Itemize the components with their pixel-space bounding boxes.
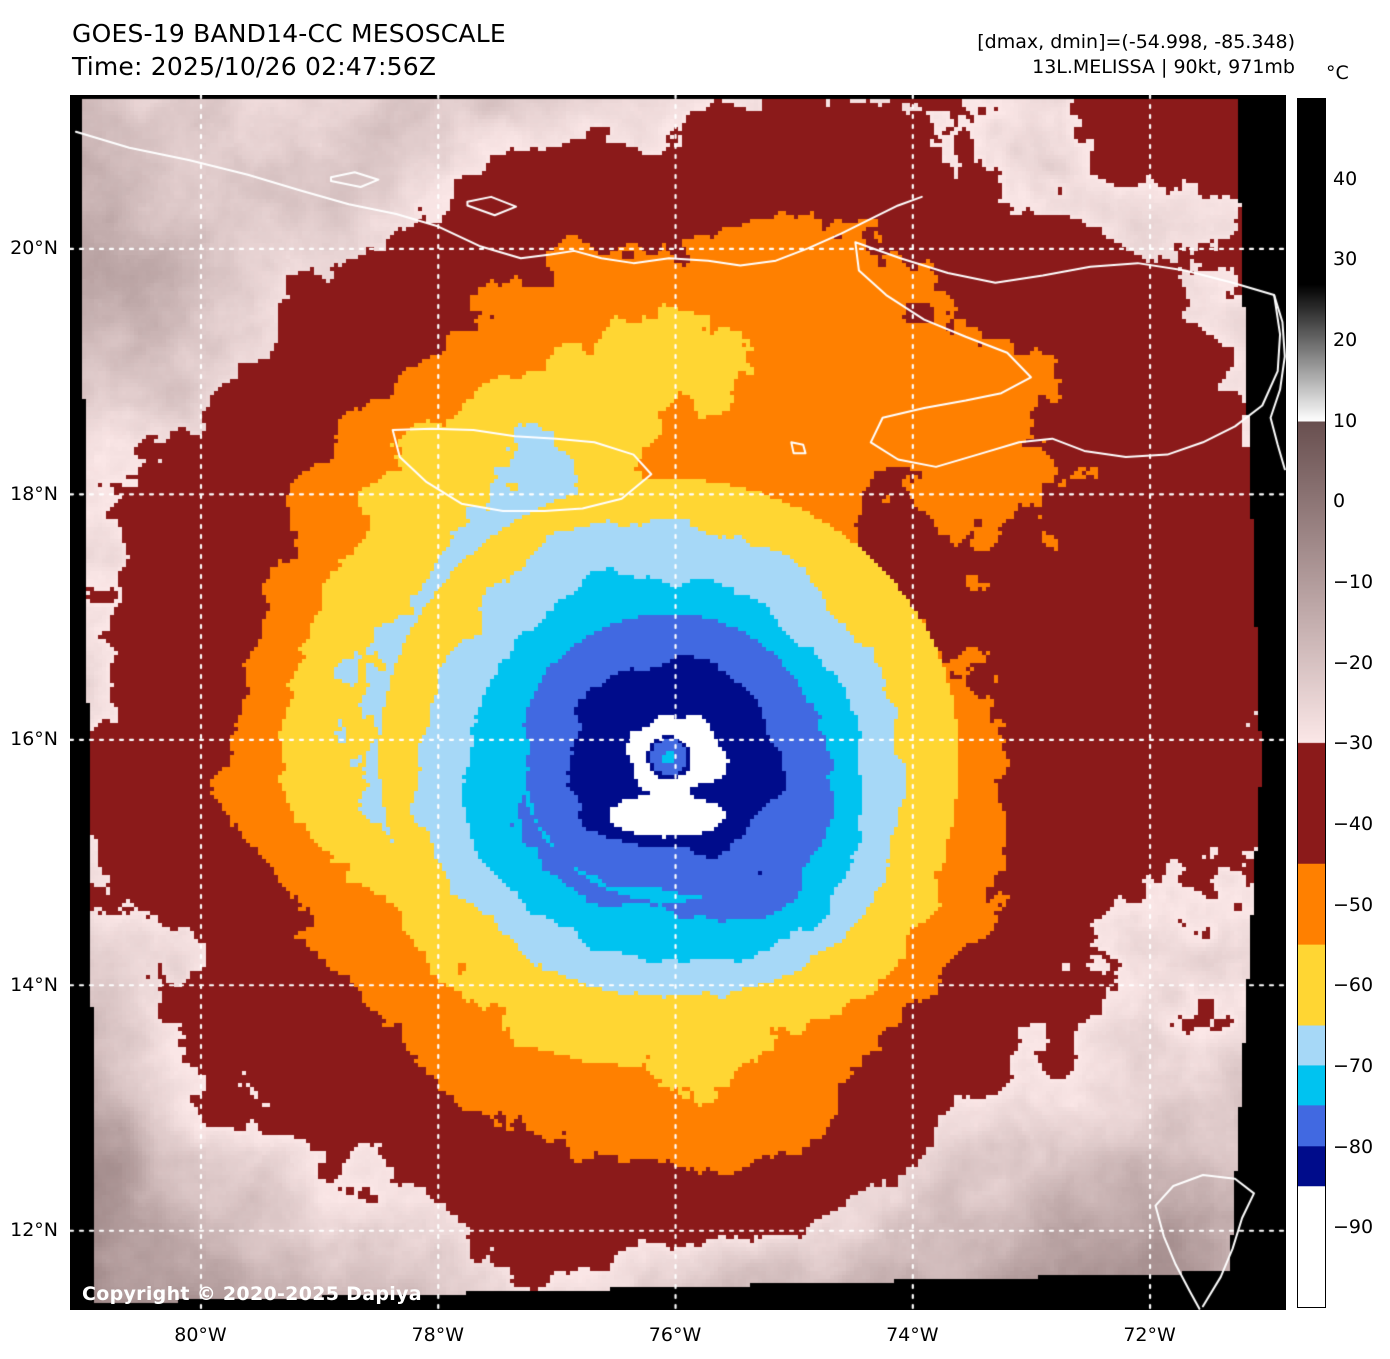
metadata-block: [dmax, dmin]=(-54.998, -85.348) 13L.MELI… (977, 30, 1295, 79)
satellite-image-panel (70, 95, 1286, 1310)
colorbar-units-label: °C (1326, 62, 1349, 84)
colorbar-tick--30: −30 (1333, 732, 1374, 755)
lon-tick-78: 78°W (411, 1324, 464, 1346)
colorbar-tick-30: 30 (1333, 248, 1358, 271)
colorbar-tick--90: −90 (1333, 1216, 1374, 1239)
colorbar-tick--10: −10 (1333, 571, 1374, 593)
lon-tick-76: 76°W (648, 1324, 702, 1346)
data-range-label: [dmax, dmin]=(-54.998, -85.348) (977, 31, 1295, 53)
timestamp-label: Time: 2025/10/26 02:47:56Z (72, 51, 437, 81)
infrared-satellite-heatmap (70, 95, 1286, 1310)
colorbar-tick--70: −70 (1333, 1055, 1374, 1077)
colorbar-tick--80: −80 (1333, 1135, 1374, 1158)
lon-tick-80: 80°W (174, 1324, 227, 1346)
lon-tick-74: 74°W (886, 1324, 939, 1346)
lat-tick-12: 12°N (10, 1219, 58, 1242)
colorbar-tick--20: −20 (1333, 651, 1374, 674)
title-block: GOES-19 BAND14-CC MESOSCALE Time: 2025/1… (72, 18, 506, 83)
colorbar-tick-0: 0 (1333, 490, 1346, 513)
page-title: GOES-19 BAND14-CC MESOSCALE (72, 19, 506, 48)
lat-tick-16: 16°N (10, 728, 58, 751)
lon-tick-72: 72°W (1123, 1324, 1176, 1346)
temperature-colorbar (1297, 98, 1326, 1308)
colorbar-gradient (1298, 99, 1325, 1307)
copyright-label: Copyright © 2020-2025 Dapiya (82, 1283, 422, 1305)
storm-info-label: 13L.MELISSA | 90kt, 971mb (1032, 55, 1295, 78)
colorbar-tick--50: −50 (1333, 893, 1374, 916)
colorbar-tick-10: 10 (1333, 409, 1358, 432)
colorbar-tick--60: −60 (1333, 974, 1374, 997)
lat-tick-18: 18°N (10, 482, 58, 505)
lat-tick-14: 14°N (10, 973, 58, 996)
colorbar-tick-40: 40 (1333, 167, 1358, 190)
lat-tick-20: 20°N (10, 237, 58, 260)
colorbar-tick-20: 20 (1333, 329, 1358, 351)
colorbar-tick--40: −40 (1333, 813, 1374, 835)
